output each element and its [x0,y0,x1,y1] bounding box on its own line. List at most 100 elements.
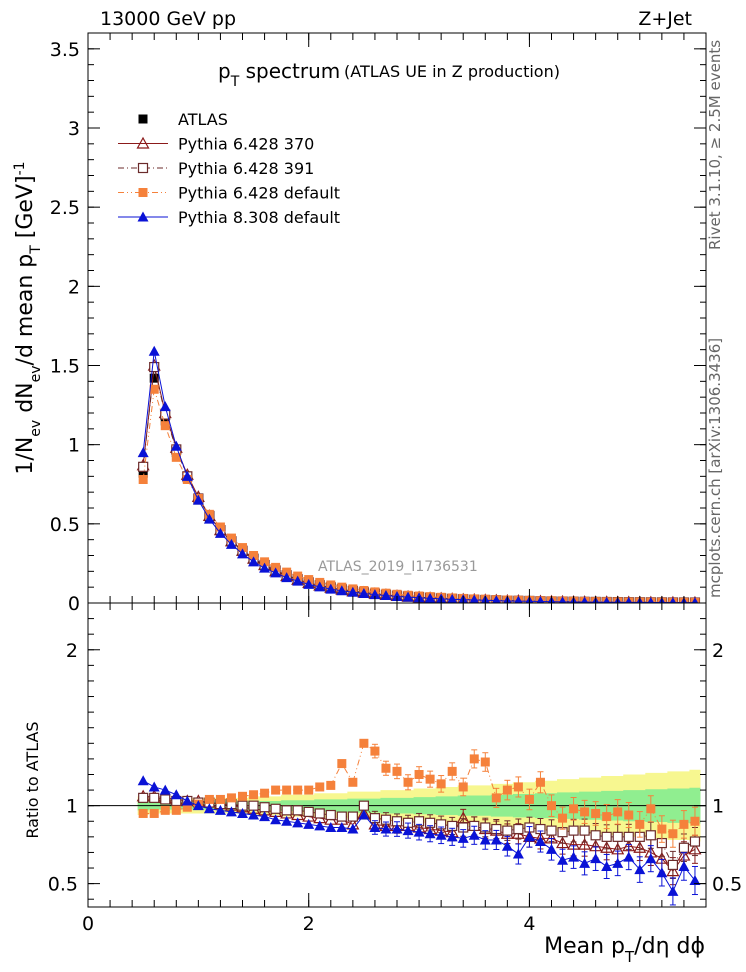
point-4-20 [358,588,370,598]
ratio-point-2-26 [425,774,435,784]
ratio-ticks [87,603,707,907]
ratio-point-2-49 [679,819,689,829]
point-0-1 [149,373,159,383]
point-3-13 [282,567,292,577]
ratio-point-3-39 [568,851,580,862]
ratio-point-2-39 [569,804,579,814]
ratio-point-2-28 [447,766,457,776]
ratio-point-1-14 [292,805,303,816]
point-4-32 [491,595,501,603]
ratio-point-2-43 [613,807,623,817]
legend-marker-4 [137,211,149,222]
main-ytick-label-4: 2 [68,276,80,298]
ratio-point-2-42 [602,812,612,822]
ratio-point-2-20 [359,738,369,748]
point-4-48 [669,597,677,603]
point-4-28 [447,593,458,603]
ratio-point-2-45 [635,819,645,829]
ratio-point-1-42 [601,831,612,842]
ratio-xtick-label-0: 0 [82,913,94,935]
ratio-ytick-label-2: 2 [66,640,78,662]
ratio-series-3 [137,775,701,906]
ratio-point-2-30 [469,754,479,764]
point-4-42 [603,596,611,603]
point-4-6 [203,513,215,524]
point-4-19 [347,586,359,597]
ratio-point-1-49 [678,842,690,853]
ratio-ytick-label-0: 0.5 [48,874,78,896]
ratio-point-0-38 [556,836,570,849]
series-4 [137,345,699,603]
ratio-point-2-17 [326,780,336,790]
point-3-0 [138,475,148,484]
ratio-ylabel: Ratio to ATLAS [23,721,42,838]
point-3-12 [271,562,281,572]
legend-marker-2 [137,162,149,174]
header-right: Z+Jet [638,8,692,30]
ratio-point-3-30 [468,829,480,840]
ratio-point-1-18 [336,811,347,822]
point-4-16 [314,581,326,592]
ratio-point-1-43 [612,831,623,842]
point-4-36 [536,595,545,603]
ratio-series-2 [138,738,700,848]
point-4-2 [159,401,171,412]
main-ytick-label-7: 3.5 [50,39,80,61]
point-4-7 [214,527,226,538]
ratio-point-2-32 [491,793,501,803]
ratio-point-1-40 [579,825,590,836]
point-4-34 [514,595,523,603]
main-tick-labels: 0 0.5 1 1.5 2 2.5 3 3.5 [50,39,80,615]
ratio-point-2-23 [392,766,402,776]
point-4-50 [691,597,699,603]
ratio-point-1-20 [358,800,369,811]
header-left: 13000 GeV pp [100,8,236,30]
ratio-point-2-21 [370,746,380,756]
ratio-point-3-17 [325,821,337,832]
ratio-point-2-1 [149,808,159,818]
ratio-point-1-50 [689,836,701,847]
rivet-label: Rivet 3.1.10, ≥ 2.5M events [706,40,724,250]
main-title-note: (ATLAS UE in Z production) [344,62,560,81]
ratio-point-3-15 [303,818,315,829]
point-3-8 [226,533,236,543]
ratio-point-2-19 [348,777,358,787]
point-3-7 [215,522,225,532]
main-ytick-label-5: 2.5 [50,197,80,219]
point-3-1 [149,384,159,394]
ratio-xtick-label-2: 4 [523,913,535,935]
point-4-12 [270,567,282,578]
point-4-9 [237,548,248,559]
main-ytick-label-3: 1.5 [50,356,80,378]
ratio-point-3-33 [501,840,513,851]
legend: ATLAS Pythia 6.428 370 Pythia 6.428 391 Pyt… [118,110,340,227]
ratio-point-3-4 [181,795,193,806]
ratio-point-2-46 [646,804,656,814]
point-2-0 [138,461,149,472]
main-ytick-label-1: 0.5 [50,514,80,536]
main-ytick-label-2: 1 [68,435,80,457]
ratio-point-3-44 [623,851,635,862]
ratio-point-0-40 [578,837,592,850]
ratio-point-2-44 [624,810,634,820]
ratio-point-1-12 [270,803,281,814]
ratio-point-2-25 [414,769,424,779]
ratio-point-2-41 [591,808,601,818]
ratio-point-3-23 [391,823,403,834]
ratio-point-3-31 [479,834,491,845]
main-ylabel: 1/Nev dNev/d mean pT [GeV]-1 [12,161,44,474]
ratio-point-3-26 [424,828,436,839]
ratio-point-2-24 [403,777,413,787]
ratio-point-1-39 [568,825,579,836]
ratio-point-3-50 [689,874,701,885]
main-ticks [87,32,707,604]
point-4-5 [192,494,204,505]
ratio-point-1-13 [281,805,292,816]
legend-marker-0 [138,114,148,124]
legend-entry-0: ATLAS [138,110,228,129]
main-ytick-label-6: 3 [68,118,80,140]
point-4-21 [369,589,381,600]
ratio-point-2-3 [171,805,181,815]
ratio-point-1-0 [138,792,149,803]
ratio-point-2-2 [160,805,170,815]
